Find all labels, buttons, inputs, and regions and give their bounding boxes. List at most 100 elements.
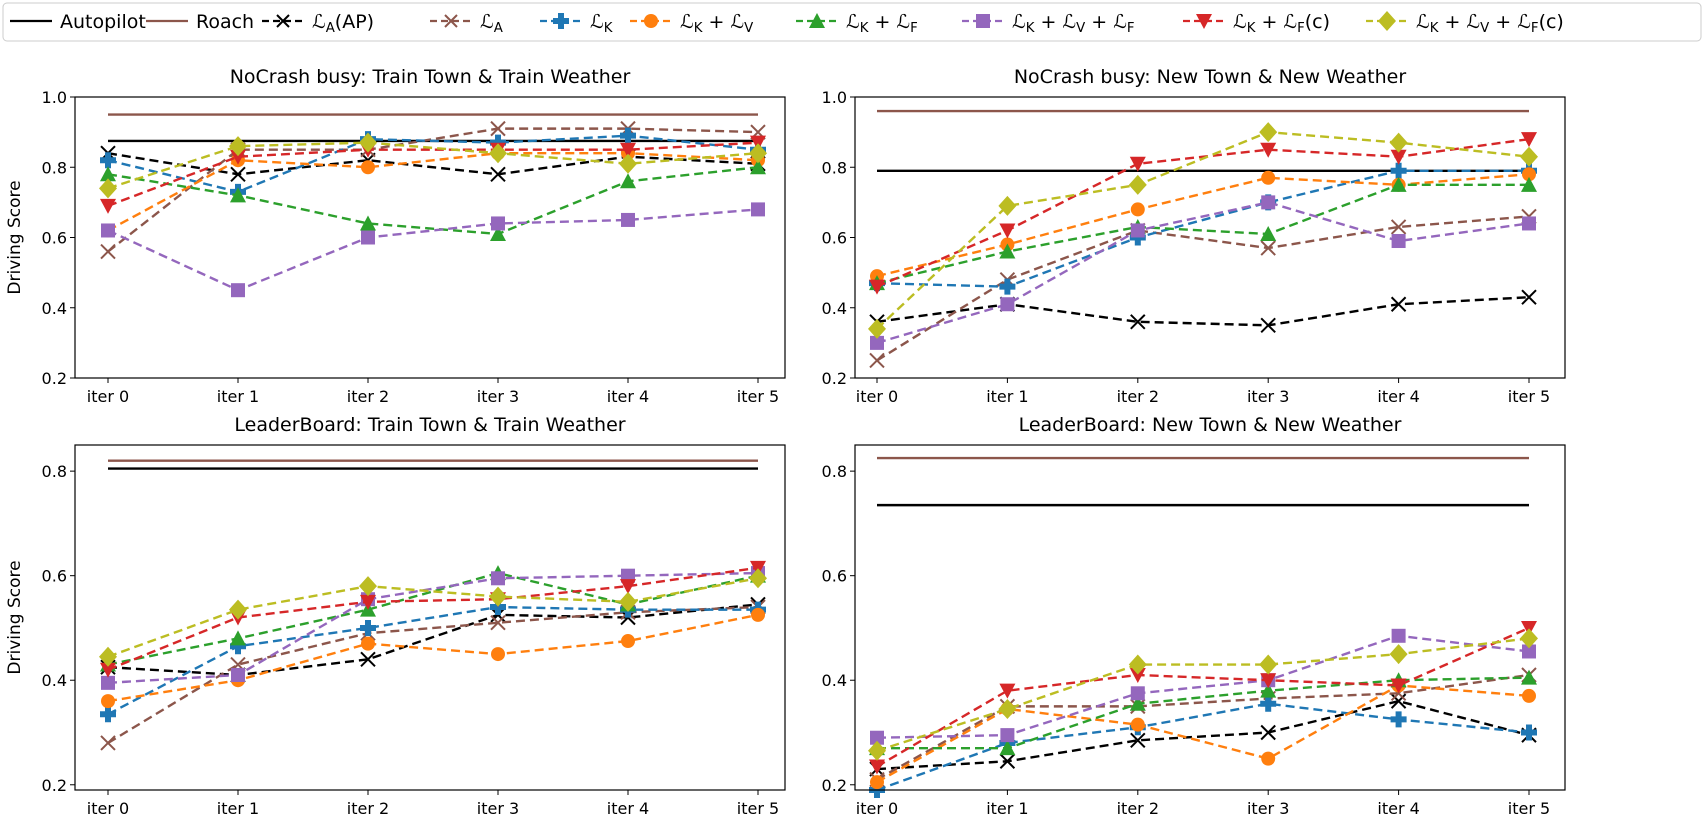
triangle-up-marker [100,166,116,182]
triangle-down-marker [230,149,246,165]
legend-label: ℒK + ℒF(c) [1233,11,1330,36]
square-marker [1130,686,1145,701]
series-line [876,201,1530,345]
plus-marker [553,13,569,29]
series-line [876,699,1530,771]
circle-marker [621,634,635,649]
diamond-marker [229,136,247,157]
square-marker [231,283,245,298]
series-kv [870,678,1536,790]
diamond-marker [489,143,507,164]
x-tick-label: iter 1 [217,387,259,406]
legend-label: ℒK + ℒV + ℒF(c) [1416,11,1564,36]
x-tick-label: iter 2 [347,799,389,816]
triangle-down-marker [999,683,1016,699]
series-line [877,676,1530,750]
legend-label: ℒK + ℒV + ℒF [1012,11,1135,36]
x-tick-label: iter 0 [856,799,898,816]
triangle-down-marker [620,579,636,595]
x-marker [100,735,116,751]
x-marker [1130,732,1146,749]
series-la [869,208,1537,369]
square-marker [976,14,990,28]
plus-marker [360,619,376,636]
x-tick-label: iter 0 [87,799,129,816]
x-tick-label: iter 1 [986,799,1028,816]
series-line [107,605,758,716]
x-tick-label: iter 0 [856,387,898,406]
circle-marker [101,694,115,709]
y-axis-label: Driving Score [5,560,25,674]
triangle-down-marker [869,759,885,775]
subplot-3: LeaderBoard: Train Town & Train Weather D… [5,414,786,818]
series-line [107,152,759,176]
legend-frame [2,2,1702,42]
legend-entry-kf: ℒK + ℒF [796,11,918,36]
x-marker [276,14,290,28]
x-marker [490,166,506,182]
subplot-title: LeaderBoard: New Town & New Weather [1019,414,1402,436]
diamond-marker [1389,132,1408,153]
triangle-up-marker [360,215,376,231]
y-tick-label: 0.8 [822,158,847,177]
x-tick-label: iter 4 [1377,799,1419,816]
x-tick-label: iter 5 [1508,799,1550,816]
x-tick-label: iter 5 [737,799,779,816]
legend-entry-kv: ℒK + ℒV [630,11,753,36]
triangle-down-marker [360,594,376,610]
series-line [876,702,1530,792]
diamond-marker [998,195,1017,216]
diamond-marker [359,132,377,153]
diamond-marker [868,740,886,761]
series-line [107,141,759,190]
x-marker [1521,289,1537,305]
diamond-marker [868,318,886,339]
circle-marker [870,775,884,790]
diamond-marker [1128,174,1147,195]
y-tick-label: 1.0 [822,88,847,107]
legend-label: Autopilot [60,11,146,33]
x-marker [1390,296,1407,312]
triangle-down-marker [869,279,885,295]
triangle-down-marker [1260,142,1277,158]
triangle-up-marker [490,225,506,241]
series-lk [100,599,766,723]
y-tick-label: 0.6 [822,567,847,586]
diamond-marker [749,143,767,164]
series-line [876,684,1530,784]
square-marker [1000,297,1015,312]
series-kfc [100,135,766,214]
triangle-down-marker [750,135,766,151]
circle-marker [1522,688,1536,703]
triangle-up-marker [1390,176,1407,192]
legend-label: ℒK + ℒF [846,11,918,36]
x-tick-label: iter 5 [737,387,779,406]
square-marker [101,675,115,690]
series-line [107,571,759,685]
square-marker [361,230,375,245]
square-marker [231,668,245,682]
plus-marker [100,152,116,169]
series-kvfc [99,568,767,667]
triangle-up-marker [809,13,825,28]
series-kvf [870,195,1536,350]
diamond-marker [749,568,767,589]
series-la [869,667,1537,788]
circle-marker [1130,717,1145,732]
legend-entry-roach: Roach [146,11,254,33]
diamond-marker [359,576,377,597]
series-la [100,120,766,260]
subplot-title: NoCrash busy: Train Town & Train Weather [230,66,631,88]
triangle-up-marker [1521,669,1537,685]
y-tick-label: 0.6 [42,567,67,586]
subplot-title: LeaderBoard: Train Town & Train Weather [234,414,625,436]
plot-frame [74,96,786,379]
legend-entry-la: ℒA [430,11,503,36]
x-marker [1390,693,1407,709]
series-kvf [101,202,765,298]
diamond-marker [99,646,117,667]
plot-frame [854,96,1566,379]
circle-marker [1130,202,1145,217]
series-line [107,605,759,744]
